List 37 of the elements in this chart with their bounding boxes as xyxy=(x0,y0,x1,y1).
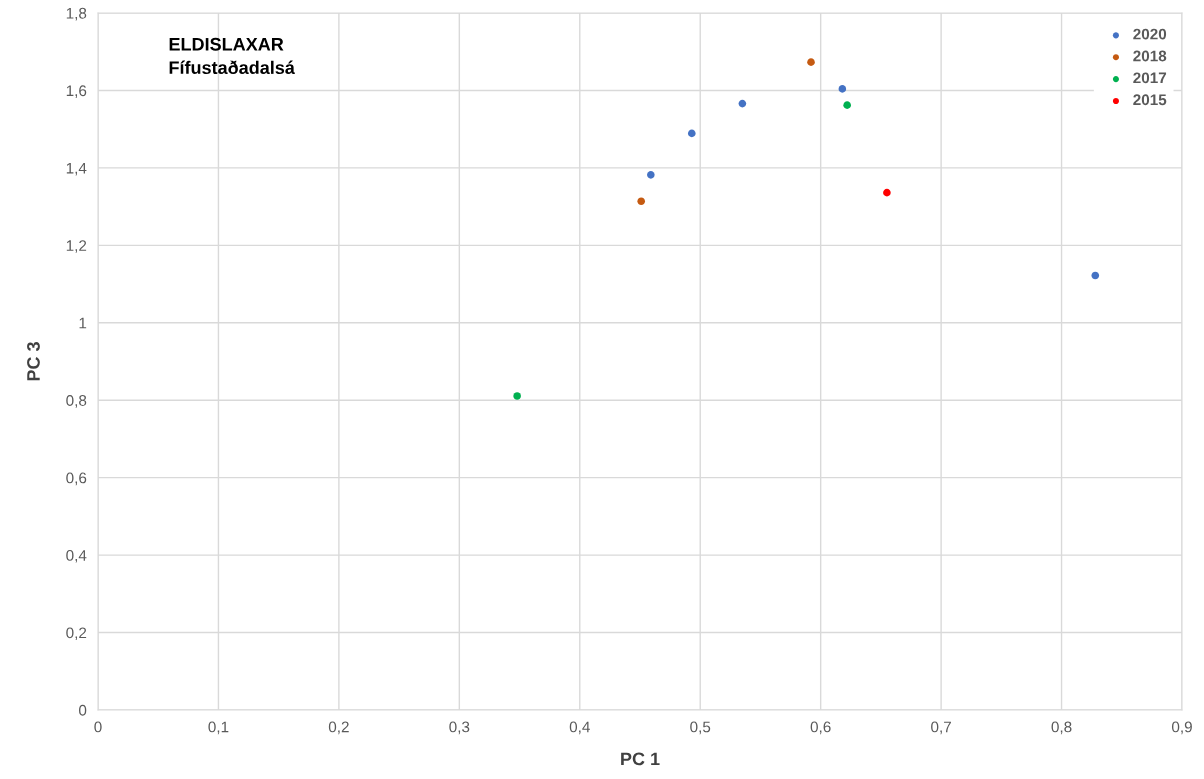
x-axis-title: PC 1 xyxy=(621,752,660,766)
point xyxy=(637,197,646,205)
legend-label: 2020 xyxy=(1133,28,1167,40)
point xyxy=(647,171,655,179)
y-tick-label: 0 xyxy=(78,704,87,716)
x-tick-label: 0,2 xyxy=(328,721,349,735)
point xyxy=(843,101,851,109)
x-tick-label: 0,1 xyxy=(208,721,229,735)
point xyxy=(1091,271,1100,280)
legend-label: 2015 xyxy=(1133,94,1167,106)
legend-label: 2017 xyxy=(1133,72,1167,84)
y-axis-title: PC 3 xyxy=(27,342,40,381)
x-tick-label: 0,6 xyxy=(810,721,831,735)
y-tick-label: 1,4 xyxy=(66,162,87,176)
x-tick-label: 0,3 xyxy=(449,721,470,735)
y-tick-label: 0,6 xyxy=(66,472,87,486)
point xyxy=(838,85,847,93)
x-tick-label: 0 xyxy=(94,721,102,733)
x-tick-label: 0,5 xyxy=(690,721,711,735)
point xyxy=(687,129,696,138)
point xyxy=(807,58,815,66)
y-tick-label: 1,2 xyxy=(66,240,87,253)
text: ELDISLAXAR Fífustaðadalsá xyxy=(169,37,295,75)
x-tick-label: 0,7 xyxy=(931,721,951,735)
x-tick-label: 0,9 xyxy=(1171,721,1192,735)
y-tick-label: 1 xyxy=(79,317,87,329)
y-tick-label: 0,4 xyxy=(66,549,87,563)
y-tick-label: 1,8 xyxy=(66,7,87,21)
legend-label: 2018 xyxy=(1133,50,1167,62)
point xyxy=(738,99,747,108)
x-tick-label: 0,4 xyxy=(569,721,590,735)
point xyxy=(883,188,891,197)
point xyxy=(513,392,521,400)
y-tick-label: 0,8 xyxy=(66,395,87,408)
x-tick-label: 0,8 xyxy=(1051,721,1072,735)
y-tick-label: 1,6 xyxy=(66,85,87,98)
y-tick-label: 0,2 xyxy=(66,627,87,641)
